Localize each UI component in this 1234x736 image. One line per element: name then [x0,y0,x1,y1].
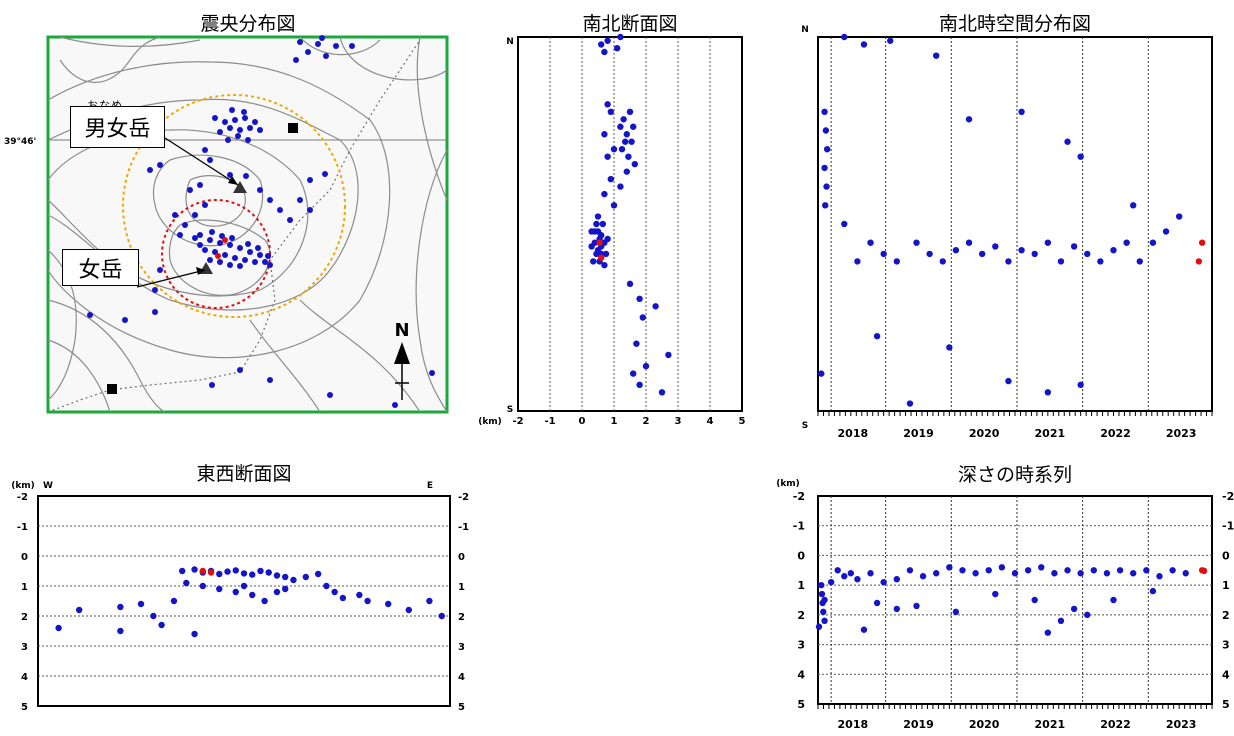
map-epicenter [429,370,435,376]
map-epicenter [277,207,283,213]
map-epicenter [349,43,355,49]
map-epicenter [222,119,228,125]
map-epicenter [229,235,235,241]
map-epicenter [255,245,261,251]
map-frame [46,35,449,414]
map-epicenter [122,317,128,323]
map-epicenter [243,173,249,179]
map-epicenter [232,255,238,261]
map-epicenter [247,249,253,255]
map-epicenter [323,53,329,59]
map-epicenter [237,127,243,133]
map-epicenter [252,259,258,265]
map-epicenter [182,222,188,228]
map-epicenter [315,41,321,47]
map-epicenter [172,212,178,218]
map-epicenter [147,167,153,173]
map-epicenter [327,392,333,398]
map-epicenter [192,212,198,218]
north-arrow-icon [394,342,410,400]
map-epicenter [307,177,313,183]
map-epicenter [237,245,243,251]
map-epicenter [265,253,271,259]
map-epicenter [392,402,398,408]
map-epicenter [242,257,248,263]
map-latest-epicenter [215,253,221,259]
peak-marker [233,181,247,193]
map-epicenter [207,237,213,243]
map-epicenter [229,107,235,113]
map-epicenter [307,207,313,213]
map-epicenter [305,49,311,55]
map-epicenter [225,137,231,143]
map-epicenter [245,241,251,247]
map-epicenter [267,377,273,383]
ns-spacetime-title: 南北時空間分布図 [938,13,1091,35]
map-epicenter [192,235,198,241]
map-epicenter [237,367,243,373]
map-epicenter [262,259,268,265]
map-epicenter [217,129,223,135]
map-epicenter [247,125,253,131]
map-epicenter [257,127,263,133]
map-epicenter [297,197,303,203]
depth-series-title: 深さの時系列 [957,464,1072,486]
map-epicenter [177,232,183,238]
map-epicenter [187,187,193,193]
map-epicenter [293,57,299,63]
map-epicenter [202,202,208,208]
map-epicenter [202,147,208,153]
north-label: N [394,320,409,341]
map-epicenter [257,252,263,258]
map-epicenter [87,312,93,318]
map-epicenter [152,287,158,293]
map-epicenter [322,171,328,177]
ns-section-title: 南北断面図 [582,13,678,35]
station-marker [107,384,117,394]
map-epicenter [319,35,325,41]
map-epicenter [209,382,215,388]
map-epicenter [252,119,258,125]
latitude-label: 39°46' [4,137,36,147]
map-epicenter [227,242,233,248]
map-epicenter [197,182,203,188]
map-epicenter [287,217,293,223]
map-epicenter [227,125,233,131]
map-epicenter [297,39,303,45]
map-epicenter [217,240,223,246]
outer-circle [122,94,346,318]
map-latest-epicenter [222,237,228,243]
map-epicenter [242,115,248,121]
map-epicenter [207,257,213,263]
map-epicenter [235,133,241,139]
map-epicenter [157,267,163,273]
map-epicenter [333,43,339,49]
station-marker [288,123,298,133]
map-epicenter [245,137,251,143]
map-epicenter [197,242,203,248]
map-epicenter [241,109,247,115]
map-epicenter [152,309,158,315]
map-epicenter [257,187,263,193]
map-epicenter [232,117,238,123]
map-epicenter [207,157,213,163]
map-epicenter [267,262,273,268]
map-epicenter [227,172,233,178]
map-epicenter [222,252,228,258]
ew-section-title: 東西断面図 [196,463,292,485]
peak2-callout: 女岳 [62,249,139,286]
map-epicenter [237,263,243,269]
map-epicenter [202,247,208,253]
peak1-callout: 男女岳 [70,106,165,148]
map-epicenter [209,229,215,235]
map-epicenter [217,259,223,265]
map-epicenter [197,232,203,238]
map-epicenter [157,162,163,168]
map-epicenter [227,262,233,268]
epicenter-map-title: 震央分布図 [200,13,296,35]
map-epicenter [267,197,273,203]
map-epicenter [212,115,218,121]
